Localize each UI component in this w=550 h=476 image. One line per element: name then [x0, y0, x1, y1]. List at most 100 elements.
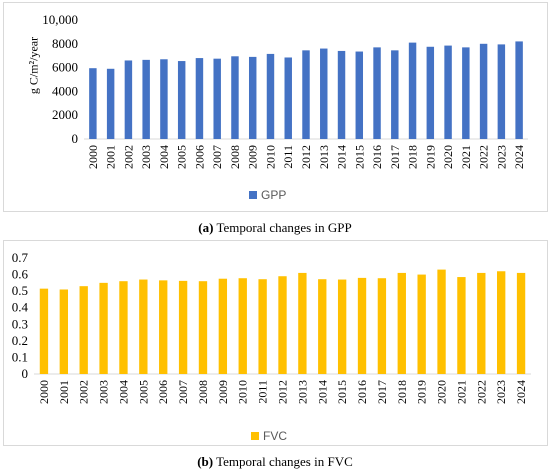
fvc-chart-panel: 0 0.1 0.2 0.3 0.4 0.5 0.6 0.7 2000 2001 2002 2003 20…: [0, 238, 550, 476]
gpp-caption: (a) Temporal changes in GPP: [0, 220, 550, 236]
fvc-bar: [218, 278, 228, 374]
gpp-x-tick-label: 2012: [299, 145, 313, 169]
gpp-x-tick-label: 2023: [494, 145, 508, 169]
fvc-y-tick-label: 0.5: [12, 283, 28, 298]
gpp-x-tick-label: 2004: [157, 145, 171, 169]
gpp-x-tick-label: 2010: [263, 145, 277, 169]
gpp-bar: [106, 68, 115, 139]
gpp-y-tick-label: 8000: [52, 36, 78, 51]
fvc-x-tick-label: 2017: [375, 380, 389, 404]
fvc-x-tick-label: 2015: [335, 380, 349, 404]
gpp-x-tick-label: 2005: [175, 145, 189, 169]
gpp-chart: 0 2000 4000 6000 8000 10,000 2000 2001 2002 2003 2…: [42, 12, 528, 169]
fvc-x-tick-label: 2000: [37, 380, 51, 404]
gpp-bar: [266, 53, 275, 139]
fvc-chart: 0 0.10.2 0.30.4 0.50.6 0.7 2000 2001 2002 2003 20…: [12, 250, 531, 404]
fvc-x-tick-label: 2008: [196, 380, 210, 404]
fvc-bar: [119, 281, 128, 374]
gpp-bar: [515, 41, 523, 139]
gpp-y-tick-label: 4000: [52, 83, 78, 98]
fvc-y-tick-label: 0.4: [12, 300, 29, 315]
gpp-x-tick-label: 2000: [86, 145, 100, 169]
fvc-legend-label: FVC: [263, 429, 287, 443]
gpp-x-tick-label: 2003: [139, 145, 153, 169]
gpp-x-tick-label: 2011: [281, 145, 295, 169]
gpp-bar: [391, 50, 399, 139]
gpp-caption-letter: (a): [198, 220, 214, 235]
fvc-bar: [79, 286, 88, 374]
gpp-x-tick-label: 2002: [121, 145, 135, 169]
gpp-x-tick-label: 2017: [388, 145, 402, 169]
gpp-bar: [426, 46, 435, 139]
gpp-legend-label: GPP: [261, 188, 287, 202]
gpp-x-tick-label: 2016: [370, 145, 384, 169]
fvc-bar: [417, 274, 426, 374]
gpp-bar: [89, 68, 97, 139]
gpp-bar: [142, 59, 150, 139]
fvc-y-tick-label: 0.7: [12, 250, 29, 265]
gpp-caption-text: Temporal changes in GPP: [213, 220, 352, 235]
fvc-bar: [516, 272, 526, 374]
gpp-y-tick-label: 0: [72, 131, 79, 146]
gpp-legend-swatch: [249, 191, 257, 199]
fvc-x-tick-label: 2002: [77, 380, 91, 404]
gpp-bar: [231, 56, 239, 139]
gpp-bar: [195, 58, 204, 139]
fvc-x-tick-label: 2018: [395, 380, 409, 404]
fvc-bar: [497, 271, 506, 374]
gpp-bar: [160, 59, 168, 139]
fvc-bar: [99, 282, 108, 374]
fvc-x-tick-label: 2013: [295, 380, 309, 404]
fvc-x-tick-label: 2021: [454, 380, 468, 404]
gpp-bar: [124, 60, 133, 139]
fvc-x-tick-label: 2020: [435, 380, 449, 404]
fvc-x-tick-label: 2010: [236, 380, 250, 404]
fvc-x-tick-label: 2016: [355, 380, 369, 404]
fvc-x-tick-label: 2014: [315, 380, 329, 404]
gpp-legend: GPP: [249, 188, 286, 202]
fvc-bar: [198, 281, 208, 374]
gpp-bar: [355, 51, 364, 139]
fvc-bar: [139, 279, 148, 374]
fvc-caption-letter: (b): [197, 454, 214, 469]
fvc-bar: [278, 276, 287, 374]
gpp-y-tick-label: 2000: [52, 107, 78, 122]
gpp-x-tick-label: 2007: [210, 145, 224, 169]
fvc-bar: [39, 288, 49, 374]
fvc-legend: FVC: [251, 429, 287, 443]
gpp-bar: [444, 45, 452, 139]
fvc-y-tick-label: 0.1: [12, 349, 28, 364]
fvc-x-tick-label: 2024: [514, 380, 528, 404]
fvc-x-tick-label: 2004: [116, 380, 130, 404]
fvc-bar: [357, 277, 367, 374]
fvc-y-tick-label: 0.2: [12, 333, 28, 348]
fvc-x-tick-label: 2003: [97, 380, 111, 404]
fvc-bar: [477, 272, 486, 374]
fvc-x-tick-label: 2023: [494, 380, 508, 404]
fvc-caption: (b) Temporal changes in FVC: [0, 454, 550, 470]
fvc-bar: [318, 279, 327, 374]
fvc-x-tick-label: 2001: [57, 380, 71, 404]
fvc-x-tick-label: 2007: [176, 380, 190, 404]
gpp-x-tick-label: 2019: [423, 145, 437, 169]
gpp-x-tick-label: 2020: [441, 145, 455, 169]
gpp-x-tick-label: 2018: [406, 145, 420, 169]
gpp-bar: [302, 50, 310, 139]
fvc-bar: [159, 280, 168, 374]
fvc-chart-frame: [3, 240, 548, 446]
fvc-bar: [457, 277, 466, 374]
gpp-bar: [213, 58, 221, 139]
gpp-x-tick-label: 2022: [477, 145, 491, 169]
fvc-bar: [377, 278, 387, 374]
fvc-y-tick-label: 0.3: [12, 316, 28, 331]
fvc-bar: [397, 272, 406, 374]
fvc-x-tick-label: 2005: [136, 380, 150, 404]
gpp-bar: [337, 50, 346, 139]
fvc-bar: [178, 280, 188, 374]
gpp-chart-panel: 0 2000 4000 6000 8000 10,000 2000 2001 2002 2003 2…: [0, 2, 550, 236]
gpp-bar: [248, 56, 257, 139]
fvc-bar: [337, 279, 347, 374]
fvc-x-tick-label: 2019: [415, 380, 429, 404]
gpp-bar: [497, 44, 506, 139]
gpp-y-tick-label: 6000: [52, 60, 78, 75]
